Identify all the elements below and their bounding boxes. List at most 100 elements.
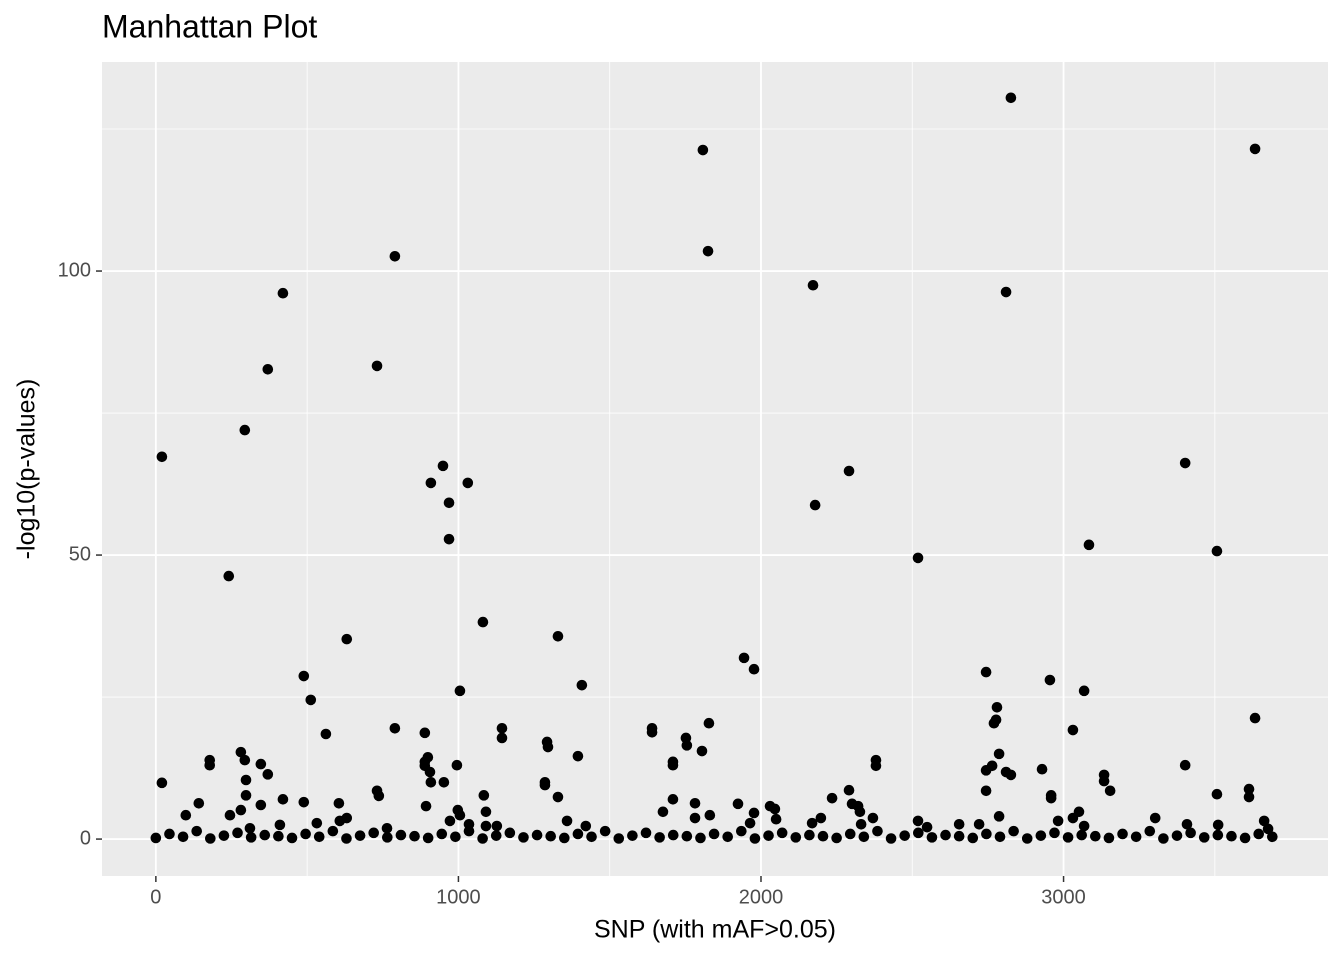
point	[806, 817, 818, 829]
point	[809, 499, 821, 511]
point	[990, 714, 1002, 726]
point	[1104, 785, 1116, 797]
point	[1212, 829, 1224, 841]
point	[912, 552, 924, 564]
point	[368, 827, 380, 839]
point	[967, 832, 979, 844]
point	[262, 769, 274, 780]
point	[1226, 830, 1237, 842]
point	[298, 670, 310, 682]
point	[545, 830, 557, 842]
point	[572, 750, 584, 762]
point	[1258, 815, 1270, 827]
point	[552, 630, 564, 642]
point	[815, 812, 827, 824]
point	[438, 776, 450, 788]
point	[480, 806, 492, 818]
point	[1117, 828, 1128, 840]
point	[1149, 812, 1161, 824]
point	[790, 832, 802, 843]
point	[926, 832, 938, 843]
point	[422, 751, 434, 763]
point	[443, 533, 455, 545]
point	[373, 790, 385, 802]
point	[1144, 825, 1156, 837]
point	[703, 717, 715, 729]
point	[831, 832, 842, 844]
point	[1212, 819, 1224, 831]
point	[994, 831, 1006, 843]
point	[1005, 769, 1017, 781]
point	[463, 825, 475, 837]
point	[681, 740, 693, 751]
point	[300, 828, 311, 840]
point	[708, 828, 720, 840]
point	[561, 815, 573, 827]
point	[450, 831, 461, 843]
point	[454, 685, 466, 697]
point	[531, 829, 543, 841]
point	[1103, 832, 1115, 844]
point	[1052, 815, 1064, 827]
point	[981, 828, 992, 840]
point	[689, 797, 701, 809]
x-tick-label: 3000	[1041, 886, 1086, 908]
point	[559, 832, 570, 844]
point	[239, 424, 251, 436]
point	[341, 633, 353, 645]
point	[409, 830, 420, 842]
point	[1078, 685, 1090, 697]
point	[244, 822, 256, 834]
point	[327, 825, 339, 837]
y-axis-title: -log10(p-values)	[13, 379, 41, 560]
point	[381, 822, 393, 834]
point	[451, 759, 463, 771]
point	[804, 829, 815, 841]
point	[826, 792, 838, 804]
point	[1073, 806, 1085, 818]
point	[870, 760, 882, 772]
point	[262, 364, 274, 375]
point	[1000, 286, 1012, 298]
point	[204, 759, 216, 771]
point	[240, 774, 252, 786]
point	[420, 800, 432, 812]
point	[298, 796, 310, 808]
point	[1083, 539, 1095, 551]
point	[953, 819, 965, 830]
point	[1262, 823, 1274, 835]
point	[164, 828, 175, 840]
point	[681, 830, 693, 842]
point	[1243, 783, 1255, 795]
point	[354, 830, 366, 841]
point	[1090, 830, 1101, 842]
point	[218, 830, 230, 841]
point	[986, 760, 998, 772]
point	[542, 741, 554, 753]
point	[1198, 832, 1210, 843]
point	[843, 784, 855, 796]
point	[437, 460, 449, 472]
point	[667, 794, 679, 805]
point	[273, 830, 284, 842]
point	[1181, 819, 1193, 830]
point	[552, 791, 564, 803]
point	[697, 144, 709, 156]
point	[1049, 827, 1060, 839]
point	[177, 831, 189, 843]
points	[150, 92, 1278, 844]
point	[1211, 788, 1223, 800]
point	[1036, 763, 1048, 775]
point	[1076, 829, 1088, 841]
point	[313, 831, 325, 843]
point	[749, 833, 761, 844]
point	[235, 804, 247, 816]
point	[191, 825, 203, 837]
point	[654, 832, 665, 843]
point	[1008, 825, 1019, 837]
point	[436, 828, 448, 840]
point	[854, 806, 866, 818]
point	[657, 806, 669, 818]
chart-title: Manhattan Plot	[102, 8, 317, 44]
y-tick-label: 100	[58, 259, 91, 281]
